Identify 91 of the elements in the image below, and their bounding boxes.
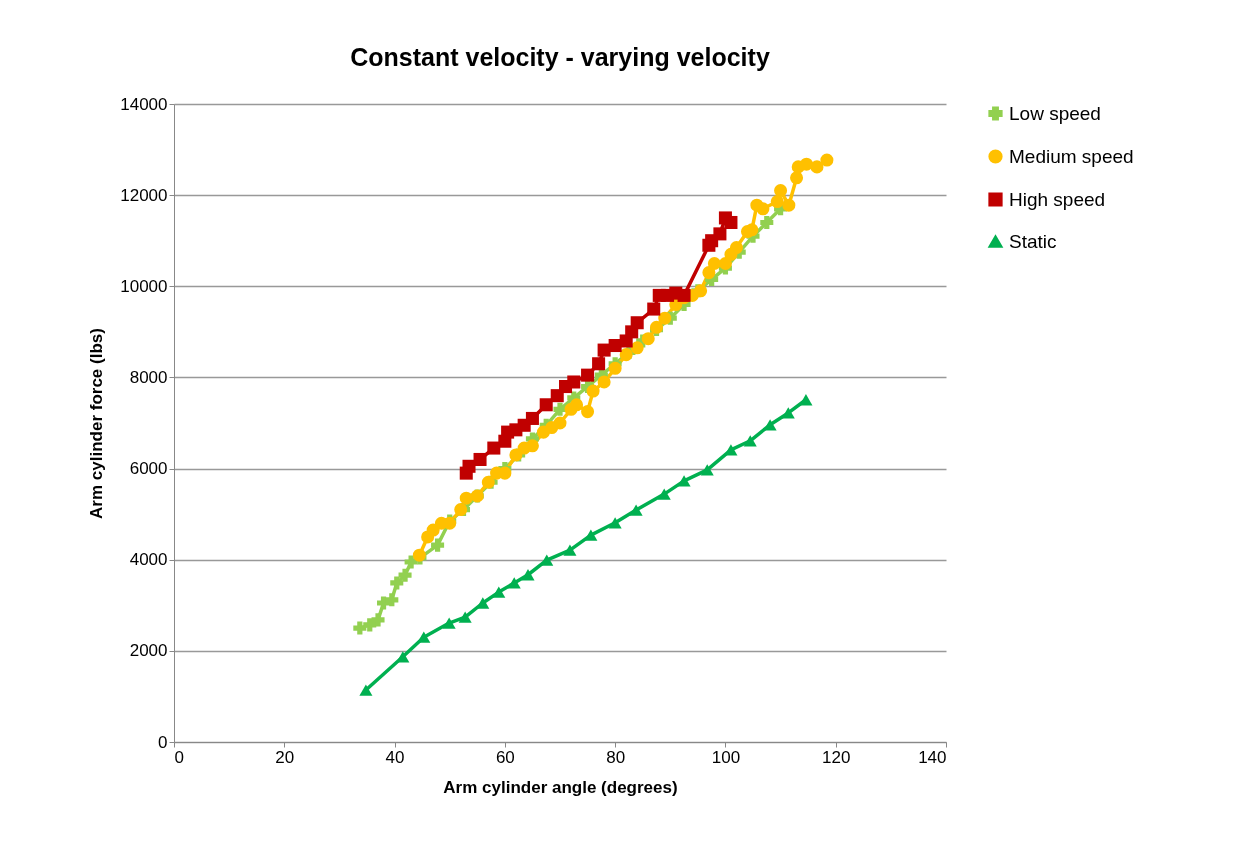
point	[521, 569, 535, 581]
x-axis-title: Arm cylinder angle (degrees)	[443, 777, 678, 797]
point	[390, 576, 404, 590]
point	[799, 157, 814, 171]
point	[647, 302, 661, 316]
point	[743, 435, 757, 447]
point	[657, 488, 671, 500]
y-tick-label: 12000	[120, 185, 168, 205]
point	[799, 394, 813, 406]
point	[570, 398, 584, 412]
point	[581, 405, 595, 419]
point	[398, 568, 412, 582]
point	[525, 411, 539, 425]
point	[459, 491, 473, 505]
point	[385, 593, 399, 607]
point	[729, 241, 743, 255]
point	[359, 684, 373, 696]
point	[584, 529, 598, 541]
point	[553, 416, 567, 430]
point	[525, 439, 539, 453]
y-tick-label: 10000	[120, 276, 168, 296]
x-tick-label: 20	[275, 747, 295, 767]
point	[774, 184, 788, 198]
point	[442, 617, 456, 629]
point	[498, 466, 512, 480]
point	[586, 384, 600, 398]
point	[608, 517, 622, 529]
y-tick-label: 6000	[129, 459, 168, 479]
x-tick-label: 140	[918, 747, 947, 767]
point	[782, 198, 796, 212]
y-tick-label: 8000	[129, 367, 168, 387]
point	[539, 398, 553, 412]
point	[492, 586, 506, 598]
legend-label: Static	[1009, 230, 1057, 252]
y-tick-label: 4000	[129, 550, 168, 570]
x-tick-label: 0	[174, 747, 184, 767]
point	[592, 357, 606, 371]
point	[641, 332, 655, 346]
point	[658, 311, 672, 325]
point	[597, 375, 611, 389]
point	[713, 227, 727, 241]
point	[417, 631, 431, 643]
point	[597, 343, 611, 357]
point	[608, 361, 622, 375]
chart-title: Constant velocity - varying velocity	[350, 43, 770, 71]
point	[724, 215, 738, 229]
point	[507, 577, 521, 589]
point	[581, 368, 595, 382]
legend-label: High speed	[1009, 188, 1106, 210]
point	[563, 544, 577, 556]
x-tick-label: 100	[711, 747, 741, 767]
point	[724, 444, 738, 456]
point	[707, 256, 721, 271]
legend-label: Medium speed	[1009, 145, 1134, 167]
point	[371, 613, 385, 627]
point	[608, 339, 622, 353]
x-tick-label: 80	[606, 747, 626, 767]
x-tick-label: 120	[822, 747, 851, 767]
point	[770, 195, 784, 209]
point	[353, 621, 367, 635]
point	[700, 464, 714, 476]
point	[763, 419, 777, 431]
point	[756, 202, 770, 216]
point	[810, 160, 824, 174]
point	[630, 316, 644, 330]
point	[760, 215, 774, 229]
point	[629, 504, 643, 516]
point	[553, 402, 567, 416]
point	[540, 554, 554, 566]
point	[363, 618, 377, 632]
point	[790, 171, 804, 185]
point	[396, 651, 410, 663]
y-tick-label: 2000	[129, 641, 168, 661]
point	[677, 475, 691, 487]
y-tick-label: 0	[158, 732, 168, 752]
point	[431, 538, 445, 552]
point	[630, 341, 644, 355]
point	[718, 256, 732, 271]
y-tick-label: 14000	[120, 94, 168, 114]
y-axis-title: Arm cylinder force (lbs)	[87, 328, 107, 519]
point	[781, 407, 795, 419]
point	[462, 459, 476, 473]
point	[476, 597, 490, 609]
point	[745, 223, 759, 237]
point	[820, 153, 834, 167]
point	[567, 375, 581, 389]
x-tick-label: 40	[385, 747, 405, 767]
x-tick-label: 60	[495, 747, 515, 767]
point	[458, 611, 472, 623]
legend-label: Low speed	[1009, 102, 1101, 124]
point	[473, 452, 487, 466]
